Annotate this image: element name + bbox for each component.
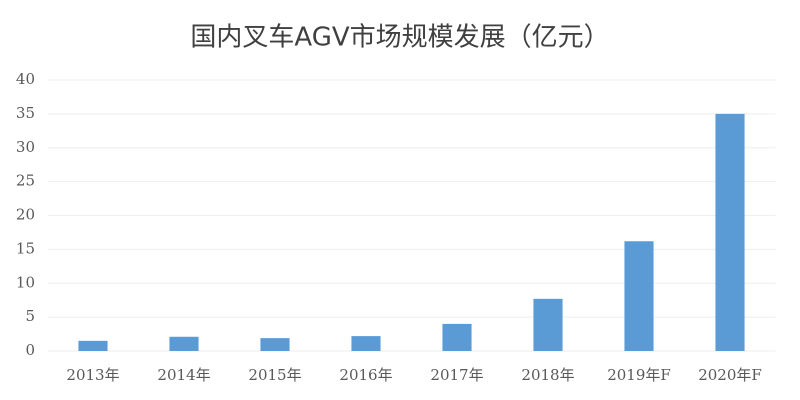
y-tick-label: 25 [16,172,35,190]
x-tick-label: 2015年 [248,366,301,384]
x-tick-label: 2014年 [157,366,210,384]
y-tick-label: 5 [25,307,35,325]
x-tick-label: 2018年 [521,366,574,384]
y-tick-label: 10 [16,273,35,291]
y-tick-label: 35 [16,104,35,122]
y-tick-label: 40 [16,70,35,88]
y-tick-label: 30 [16,138,35,156]
bar [169,336,199,351]
bar [351,336,381,351]
y-tick-label: 0 [25,341,35,359]
x-tick-label: 2017年 [430,366,483,384]
bar [624,241,654,351]
x-tick-label: 2019年F [607,366,671,384]
bar [715,113,745,351]
bar [442,323,472,351]
bar [78,340,108,351]
chart-title: 国内叉车AGV市场规模发展（亿元） [190,23,609,53]
x-tick-label: 2016年 [339,366,392,384]
bar [533,298,563,351]
bar [260,338,290,351]
y-tick-label: 15 [16,239,35,257]
x-tick-label: 2020年F [698,366,762,384]
y-tick-label: 20 [16,206,35,224]
x-tick-label: 2013年 [66,366,119,384]
